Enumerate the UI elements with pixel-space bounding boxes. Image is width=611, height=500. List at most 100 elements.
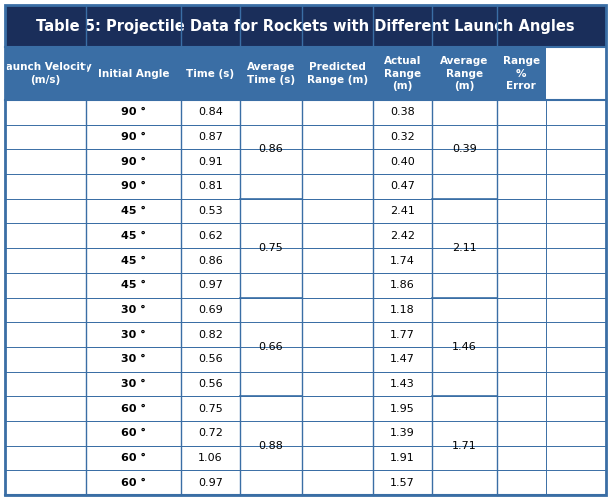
Text: 45 °: 45 °	[121, 231, 146, 241]
Bar	[302, 224, 373, 248]
Bar	[86, 372, 181, 396]
Bar	[373, 372, 432, 396]
Bar	[497, 421, 546, 446]
Bar	[373, 224, 432, 248]
Bar	[181, 421, 240, 446]
Bar	[373, 174, 432, 199]
Text: 1.91: 1.91	[390, 453, 415, 463]
Text: 1.77: 1.77	[390, 330, 415, 340]
Bar	[373, 470, 432, 495]
Bar	[497, 372, 546, 396]
Text: 0.69: 0.69	[198, 305, 223, 315]
Bar	[497, 322, 546, 347]
Bar	[432, 100, 497, 199]
Bar	[373, 150, 432, 174]
Bar	[302, 347, 373, 372]
Text: 0.81: 0.81	[198, 182, 223, 192]
Bar	[181, 174, 240, 199]
Text: 0.82: 0.82	[198, 330, 223, 340]
Bar	[497, 273, 546, 297]
Bar	[302, 47, 373, 100]
Bar	[432, 298, 497, 396]
Bar	[302, 124, 373, 150]
Bar	[181, 470, 240, 495]
Bar	[181, 298, 240, 322]
Bar	[86, 174, 181, 199]
Text: Initial Angle: Initial Angle	[98, 68, 169, 78]
Bar	[373, 100, 432, 124]
Text: 0.40: 0.40	[390, 157, 415, 167]
Text: 60 °: 60 °	[121, 478, 146, 488]
Text: 1.74: 1.74	[390, 256, 415, 266]
Text: Average
Range
(m): Average Range (m)	[440, 56, 488, 91]
Text: 0.75: 0.75	[258, 243, 284, 253]
Bar	[497, 150, 546, 174]
Bar	[302, 150, 373, 174]
Bar	[240, 47, 302, 100]
Text: 0.56: 0.56	[198, 354, 223, 364]
Bar	[86, 396, 181, 421]
Bar	[497, 396, 546, 421]
Bar	[373, 248, 432, 273]
Bar	[181, 199, 240, 224]
Bar	[5, 100, 606, 495]
Bar	[86, 224, 181, 248]
Text: 2.11: 2.11	[452, 243, 477, 253]
Text: 0.88: 0.88	[258, 440, 284, 450]
Text: 0.32: 0.32	[390, 132, 415, 142]
Bar	[86, 100, 181, 124]
Bar	[86, 470, 181, 495]
Text: 90 °: 90 °	[121, 132, 146, 142]
Bar	[302, 273, 373, 297]
Bar	[373, 273, 432, 297]
Bar	[86, 298, 181, 322]
Text: 0.62: 0.62	[198, 231, 223, 241]
Bar	[302, 396, 373, 421]
Text: 45 °: 45 °	[121, 206, 146, 216]
Text: Time (s): Time (s)	[186, 68, 235, 78]
Bar	[5, 100, 86, 495]
Text: 1.46: 1.46	[452, 342, 477, 352]
Text: 1.43: 1.43	[390, 379, 415, 389]
Bar	[181, 273, 240, 297]
Text: 0.87: 0.87	[198, 132, 223, 142]
Bar	[181, 446, 240, 470]
Text: Range
%
Error: Range % Error	[503, 56, 540, 91]
Bar	[240, 100, 302, 199]
Bar	[86, 446, 181, 470]
Text: 0.47: 0.47	[390, 182, 415, 192]
Text: 0.56: 0.56	[198, 379, 223, 389]
Bar	[240, 298, 302, 396]
Bar	[373, 446, 432, 470]
Text: Table 5: Projectile Data for Rockets with Different Launch Angles: Table 5: Projectile Data for Rockets wit…	[36, 18, 575, 34]
Bar	[302, 372, 373, 396]
Text: 60 °: 60 °	[121, 404, 146, 413]
Text: Predicted
Range (m): Predicted Range (m)	[307, 62, 368, 85]
Bar	[240, 199, 302, 298]
Bar	[497, 446, 546, 470]
Text: 60 °: 60 °	[121, 453, 146, 463]
Text: 1.47: 1.47	[390, 354, 415, 364]
Bar	[373, 347, 432, 372]
Bar	[373, 124, 432, 150]
Bar	[497, 199, 546, 224]
Bar	[497, 298, 546, 322]
Bar	[240, 396, 302, 495]
Bar	[86, 248, 181, 273]
Bar	[302, 248, 373, 273]
Bar	[497, 470, 546, 495]
Bar	[302, 421, 373, 446]
Text: 0.39: 0.39	[452, 144, 477, 154]
Bar	[302, 298, 373, 322]
Text: 90 °: 90 °	[121, 182, 146, 192]
Bar	[497, 47, 546, 100]
Bar	[181, 224, 240, 248]
Text: 0.66: 0.66	[258, 342, 284, 352]
Text: 2.41: 2.41	[390, 206, 415, 216]
Text: 1.95: 1.95	[390, 404, 415, 413]
Bar	[497, 224, 546, 248]
Bar	[497, 347, 546, 372]
Text: 30 °: 30 °	[121, 305, 146, 315]
Bar	[181, 100, 240, 124]
Bar	[86, 124, 181, 150]
